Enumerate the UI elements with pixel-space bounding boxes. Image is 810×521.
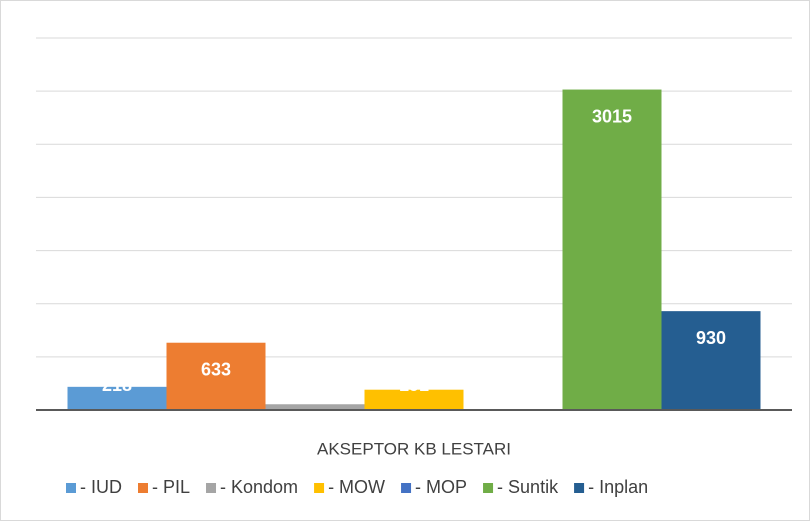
legend-swatch: [401, 483, 412, 493]
legend-label: - MOP: [415, 477, 467, 497]
bar: [661, 311, 761, 410]
legend-swatch: [483, 483, 494, 493]
legend-label: - IUD: [80, 477, 122, 497]
legend-label: - Suntik: [497, 477, 559, 497]
bar: [166, 342, 266, 410]
legend-swatch: [314, 483, 325, 493]
legend-swatch: [206, 483, 217, 493]
data-label: 54: [305, 375, 325, 395]
legend-label: - PIL: [152, 477, 190, 497]
data-label: 3015: [592, 106, 632, 126]
bar: [67, 386, 167, 410]
legend-label: - Kondom: [220, 477, 298, 497]
data-label: 191: [399, 375, 429, 395]
data-label: 930: [696, 328, 726, 348]
bar: [562, 89, 662, 410]
legend-label: - Inplan: [588, 477, 648, 497]
data-label: 633: [201, 359, 231, 379]
legend-swatch: [66, 483, 76, 493]
legend-swatch: [574, 483, 585, 493]
x-tick-label: AKSEPTOR KB LESTARI: [317, 439, 511, 458]
data-label: 2: [508, 375, 518, 395]
legend-label: - MOW: [328, 477, 385, 497]
bar: [265, 404, 365, 410]
data-label: 218: [102, 375, 132, 395]
legend-swatch: [138, 483, 148, 493]
bar: [364, 389, 464, 410]
